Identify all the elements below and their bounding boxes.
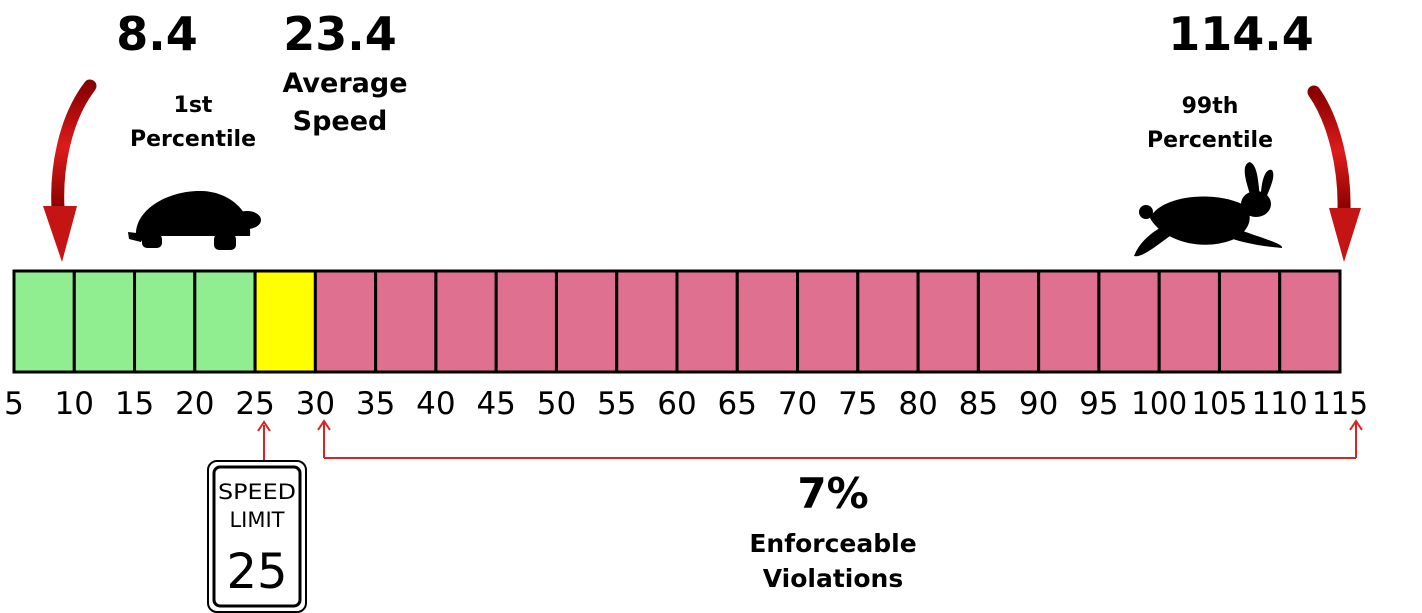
- tick-label-110: 110: [1252, 386, 1308, 422]
- tick-label-65: 65: [718, 386, 757, 422]
- speed-limit-pointer: [257, 420, 271, 462]
- tick-label-80: 80: [898, 386, 937, 422]
- tick-label-115: 115: [1312, 386, 1368, 422]
- tortoise-icon: [128, 190, 261, 250]
- p1-label-line1: 1st: [174, 93, 213, 118]
- scale-segment-85-90: [976, 269, 1041, 374]
- tick-label-55: 55: [597, 386, 636, 422]
- tick-label-75: 75: [838, 386, 877, 422]
- scale-segment-60-65: [675, 269, 739, 374]
- speed-limit-sign: SPEED LIMIT 25: [207, 460, 307, 613]
- tick-label-15: 15: [115, 386, 154, 422]
- p99-label-line2: Percentile: [1147, 128, 1273, 153]
- scale-segment-70-75: [796, 269, 860, 374]
- scale-segment-105-110: [1217, 269, 1282, 374]
- speed-limit-sign-line2: LIMIT: [229, 508, 284, 532]
- tick-label-90: 90: [1019, 386, 1058, 422]
- tick-label-85: 85: [959, 386, 998, 422]
- enforcement-percent: 7%: [797, 469, 868, 518]
- up-arrow-icon: [1307, 85, 1361, 262]
- scale-segment-80-85: [916, 269, 980, 374]
- tick-label-100: 100: [1131, 386, 1187, 422]
- scale-segment-30-35: [313, 269, 378, 374]
- speed-limit-sign-line1: SPEED: [218, 480, 296, 504]
- enforcement-label-line1: Enforceable: [749, 529, 916, 558]
- tick-label-105: 105: [1191, 386, 1247, 422]
- tick-label-50: 50: [537, 386, 576, 422]
- scale-segment-20-25: [193, 269, 257, 374]
- tick-label-20: 20: [175, 386, 214, 422]
- scale-segment-55-60: [615, 269, 679, 374]
- tick-label-30: 30: [296, 386, 335, 422]
- tick-label-25: 25: [235, 386, 274, 422]
- speed-scale-bar: [12, 269, 1342, 374]
- scale-segment-65-70: [735, 269, 800, 374]
- speed-limit-sign-value: 25: [226, 544, 287, 600]
- tick-label-10: 10: [55, 386, 94, 422]
- scale-segment-100-105: [1157, 269, 1221, 374]
- down-arrow-icon: [43, 79, 97, 262]
- rabbit-icon: [1134, 162, 1283, 257]
- scale-segment-90-95: [1037, 269, 1101, 374]
- p1-label-line2: Percentile: [130, 127, 256, 152]
- p99-value: 114.4: [1168, 7, 1314, 61]
- scale-segment-40-45: [434, 269, 498, 374]
- tick-label-5: 5: [4, 386, 24, 422]
- tick-label-35: 35: [356, 386, 395, 422]
- tick-label-45: 45: [476, 386, 515, 422]
- tick-label-40: 40: [416, 386, 455, 422]
- scale-segment-50-55: [554, 269, 619, 374]
- scale-segment-75-80: [856, 269, 920, 374]
- scale-segment-10-15: [72, 269, 137, 374]
- scale-segment-5-10: [12, 269, 76, 374]
- scale-segment-25-30: [253, 269, 317, 374]
- scale-segment-45-50: [494, 269, 558, 374]
- speed-tick-labels: 5 10 15 20 25 30 35 40 45 50 55 60 65 70 75 80 85 90 95 100…: [4, 386, 1368, 422]
- scale-segment-95-100: [1097, 269, 1161, 374]
- avg-label-line2: Speed: [293, 106, 388, 137]
- tick-label-60: 60: [657, 386, 696, 422]
- scale-segment-35-40: [374, 269, 438, 374]
- tick-label-95: 95: [1079, 386, 1118, 422]
- tick-label-70: 70: [778, 386, 817, 422]
- enforcement-label-line2: Violations: [763, 564, 903, 593]
- scale-segment-15-20: [133, 269, 197, 374]
- avg-label-line1: Average: [282, 68, 407, 99]
- p99-label-line1: 99th: [1182, 94, 1239, 119]
- p1-value: 8.4: [116, 7, 198, 61]
- violation-range-bracket: [317, 419, 1363, 459]
- scale-segment-110-115: [1278, 269, 1342, 374]
- avg-value: 23.4: [283, 7, 397, 61]
